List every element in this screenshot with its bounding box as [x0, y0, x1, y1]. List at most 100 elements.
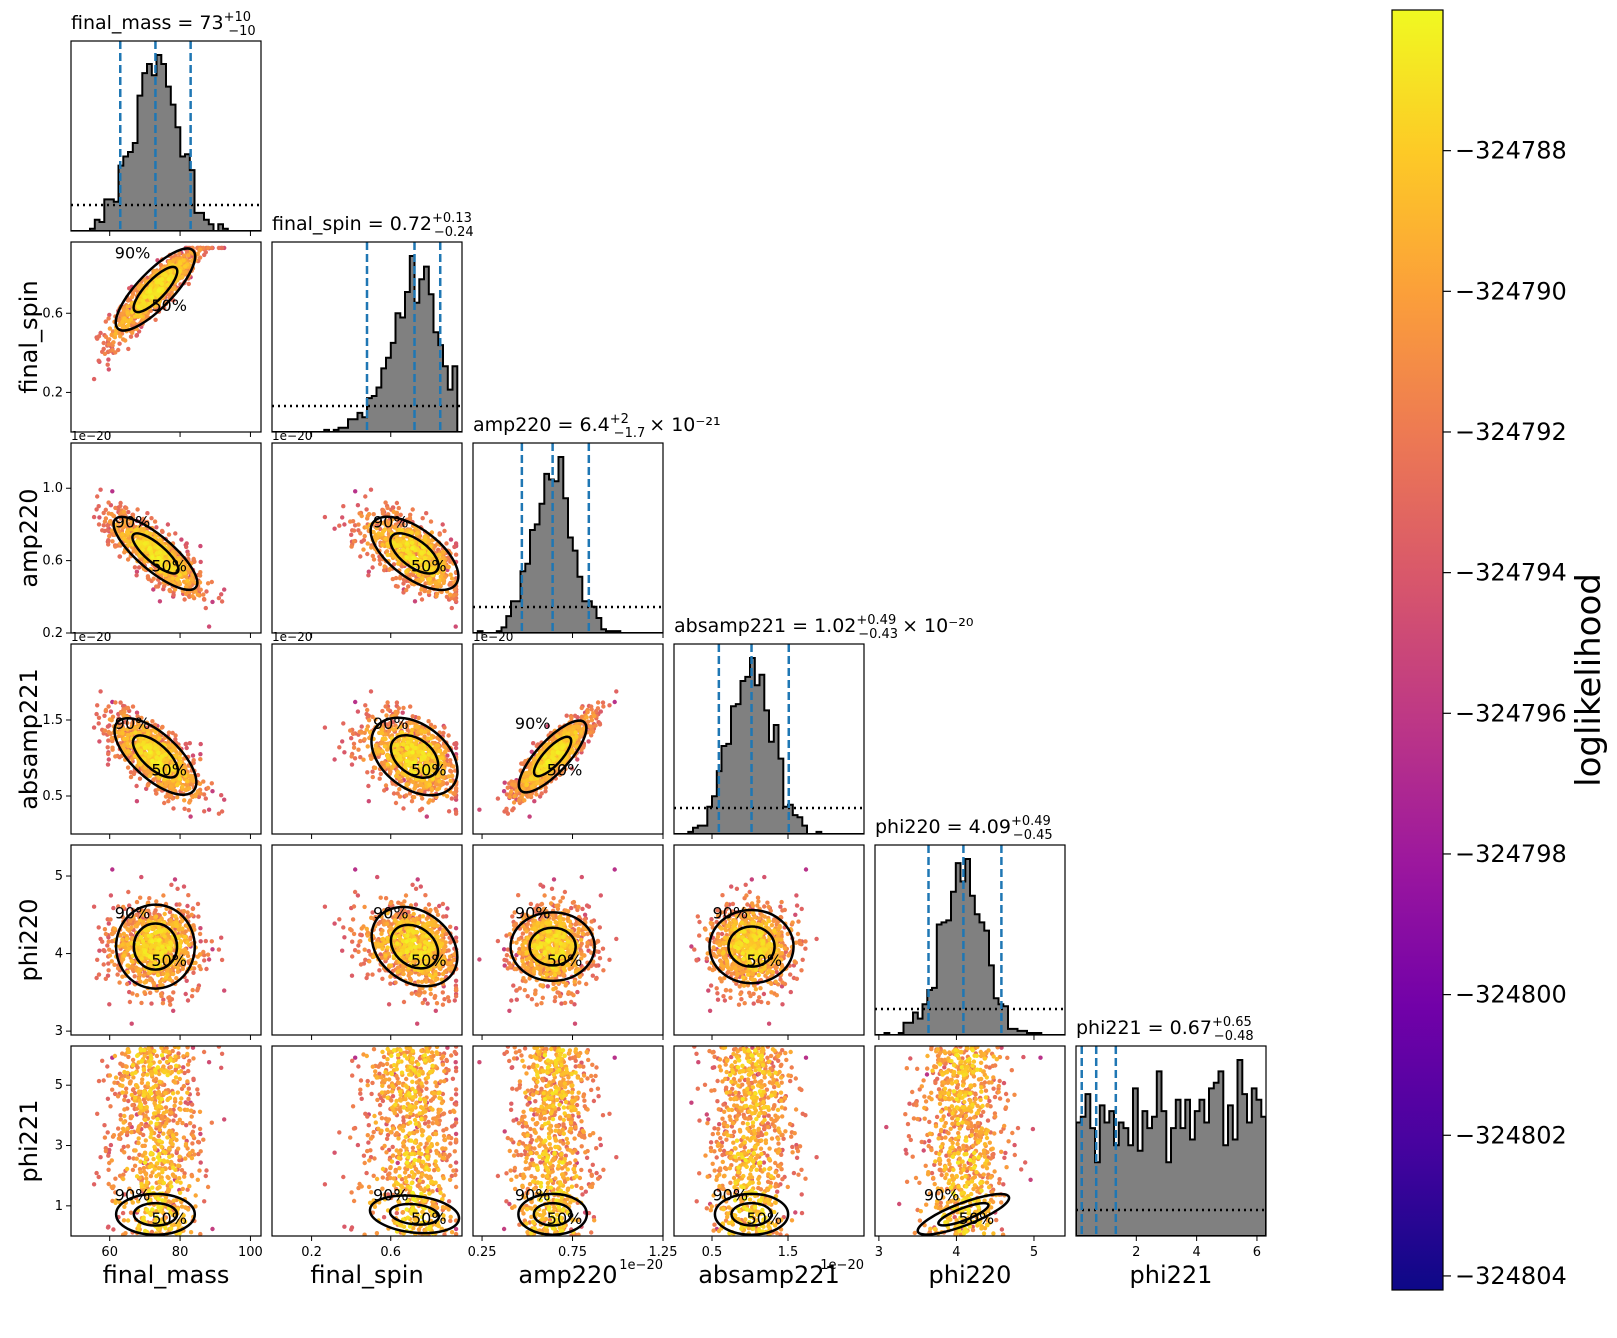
ytick-label-phi220-1: 4	[55, 947, 63, 962]
contour-50%-final_spin-final_mass	[132, 265, 179, 314]
panel-frame	[271, 241, 463, 433]
xoffset-amp220: 1e−20	[619, 1258, 663, 1273]
contour-label-50: 50%	[547, 1209, 583, 1228]
title-final_mass: final_mass = 73+10 −10	[71, 10, 256, 39]
colorbar-tick-4: −324796	[1455, 699, 1567, 727]
offset-text: 1e−20	[473, 630, 513, 644]
contour-90%-final_spin-final_mass	[114, 247, 197, 332]
contour-label-90: 90%	[515, 714, 551, 733]
xtick-label-phi220-0: 3	[875, 1245, 883, 1260]
panel-frame	[271, 643, 463, 835]
panel-amp220-amp220: amp220 = 6.4+2 −1.7 × 10⁻²¹	[472, 412, 721, 638]
panel-frame	[70, 1045, 262, 1237]
title-phi220: phi220 = 4.09+0.49 −0.45	[875, 814, 1053, 843]
xtick-label-amp220-0: 0.25	[468, 1245, 497, 1260]
contour-label-50: 50%	[547, 951, 583, 970]
xtick-label-absamp221-0: 0.5	[702, 1245, 723, 1260]
panel-frame	[271, 1045, 463, 1237]
contour-label-90: 90%	[115, 244, 151, 263]
xlabel-phi221: phi221	[1130, 1261, 1213, 1289]
ytick-label-final_spin-0: 0.2	[42, 385, 63, 400]
contour-90%-phi221-final_mass	[114, 1192, 197, 1236]
colorbar-tick-0: −324788	[1455, 137, 1567, 165]
contour-50%-phi220-amp220	[528, 926, 577, 967]
panel-absamp221-final_spin: 50% 90% 1e−20	[271, 630, 463, 839]
ylabel-final_spin: final_spin	[15, 280, 43, 393]
contour-90%-phi220-final_mass	[114, 903, 197, 990]
xtick-label-final_spin-0: 0.2	[301, 1245, 322, 1260]
xtick-label-phi221-2: 6	[1253, 1245, 1261, 1260]
contour-50%-phi220-absamp221	[727, 925, 776, 968]
contour-label-50: 50%	[151, 296, 187, 315]
contour-90%-absamp221-final_spin	[370, 716, 459, 797]
contour-label-50: 50%	[959, 1209, 995, 1228]
offset-text: 1e−20	[71, 429, 111, 443]
panel-final_mass-final_mass: final_mass = 73+10 −10	[70, 10, 262, 236]
ytick-label-phi220-2: 5	[55, 869, 63, 884]
panels-layer: final_mass = 73+10 −10final_mass50%90%0.2…	[15, 10, 1267, 1289]
xtick-label-phi221-1: 4	[1192, 1245, 1200, 1260]
contour-90%-phi221-final_spin	[368, 1194, 461, 1235]
title-absamp221: absamp221 = 1.02+0.49 −0.43 × 10⁻²⁰	[674, 613, 973, 642]
contour-label-50: 50%	[547, 761, 583, 780]
panel-phi221-amp220: 50% 90% 0.25 0.75 1.25	[468, 1045, 677, 1260]
contour-label-50: 50%	[747, 1209, 783, 1228]
colorbar-tick-7: −324802	[1455, 1121, 1567, 1149]
xtick-label-final_mass-2: 100	[238, 1245, 263, 1260]
offset-text: 1e−20	[272, 429, 312, 443]
panel-phi220-final_mass: 50% 90% 3 4 5 phi220	[15, 844, 262, 1040]
contour-90%-phi221-absamp221	[713, 1192, 790, 1236]
colorbar-tick-3: −324794	[1455, 559, 1567, 587]
offset-text: 1e−20	[272, 630, 312, 644]
panel-phi220-absamp221: 50% 90%	[673, 844, 865, 1040]
ylabel-amp220: amp220	[15, 488, 43, 587]
xtick-label-final_spin-1: 0.6	[380, 1245, 401, 1260]
xtick-label-absamp221-1: 1.5	[778, 1245, 799, 1260]
contour-label-50: 50%	[411, 556, 447, 575]
panel-frame	[472, 442, 664, 634]
colorbar-tick-6: −324800	[1455, 981, 1567, 1009]
contour-90%-absamp221-final_mass	[113, 716, 198, 796]
panel-frame	[673, 643, 865, 835]
contour-label-90: 90%	[924, 1186, 960, 1205]
xlabel-final_spin: final_spin	[310, 1261, 423, 1289]
panel-frame	[874, 1045, 1066, 1237]
title-amp220: amp220 = 6.4+2 −1.7 × 10⁻²¹	[473, 412, 721, 441]
panel-phi221-phi221: phi221 = 0.67+0.65 −0.48 2 4 6	[1075, 1015, 1267, 1260]
panel-phi221-absamp221: 50% 90% 0.5 1.5	[673, 1045, 865, 1260]
xtick-label-phi220-1: 4	[952, 1245, 960, 1260]
contour-label-50: 50%	[411, 761, 447, 780]
panel-absamp221-absamp221: absamp221 = 1.02+0.49 −0.43 × 10⁻²⁰	[673, 613, 973, 839]
contour-90%-phi221-amp220	[517, 1192, 589, 1236]
colorbar-gradient	[1391, 9, 1444, 1291]
ytick-label-amp220-0: 0.2	[42, 626, 63, 641]
contour-50%-phi221-amp220	[532, 1201, 573, 1227]
contour-50%-amp220-final_spin	[389, 532, 440, 575]
panel-final_spin-final_spin: final_spin = 0.72+0.13 −0.24	[271, 211, 474, 437]
title-final_spin: final_spin = 0.72+0.13 −0.24	[272, 211, 474, 240]
offset-text: 1e−20	[71, 630, 111, 644]
contour-90%-phi220-amp220	[509, 911, 596, 983]
contour-90%-amp220-final_spin	[369, 515, 460, 592]
colorbar: loglikelihood −324788 −324790 −324792 −3247…	[1391, 9, 1609, 1291]
contour-90%-absamp221-amp220	[517, 719, 588, 794]
panel-frame	[70, 40, 262, 232]
colorbar-tick-1: −324790	[1455, 277, 1567, 305]
ytick-label-absamp221-1: 1.5	[42, 713, 63, 728]
histogram-phi220	[875, 858, 1065, 1035]
ytick-label-phi220-0: 3	[55, 1024, 63, 1039]
contour-50%-phi221-absamp221	[730, 1201, 773, 1227]
contour-label-90: 90%	[373, 1186, 409, 1205]
contour-50%-phi221-phi220	[937, 1201, 990, 1227]
contour-label-90: 90%	[115, 1186, 151, 1205]
contour-label-50: 50%	[151, 761, 187, 780]
panel-frame	[673, 844, 865, 1036]
ytick-label-final_spin-1: 0.6	[42, 306, 63, 321]
panel-phi220-amp220: 50% 90%	[472, 844, 664, 1040]
contour-label-90: 90%	[712, 903, 748, 922]
panel-frame	[673, 1045, 865, 1237]
contour-50%-phi220-final_mass	[132, 922, 179, 971]
